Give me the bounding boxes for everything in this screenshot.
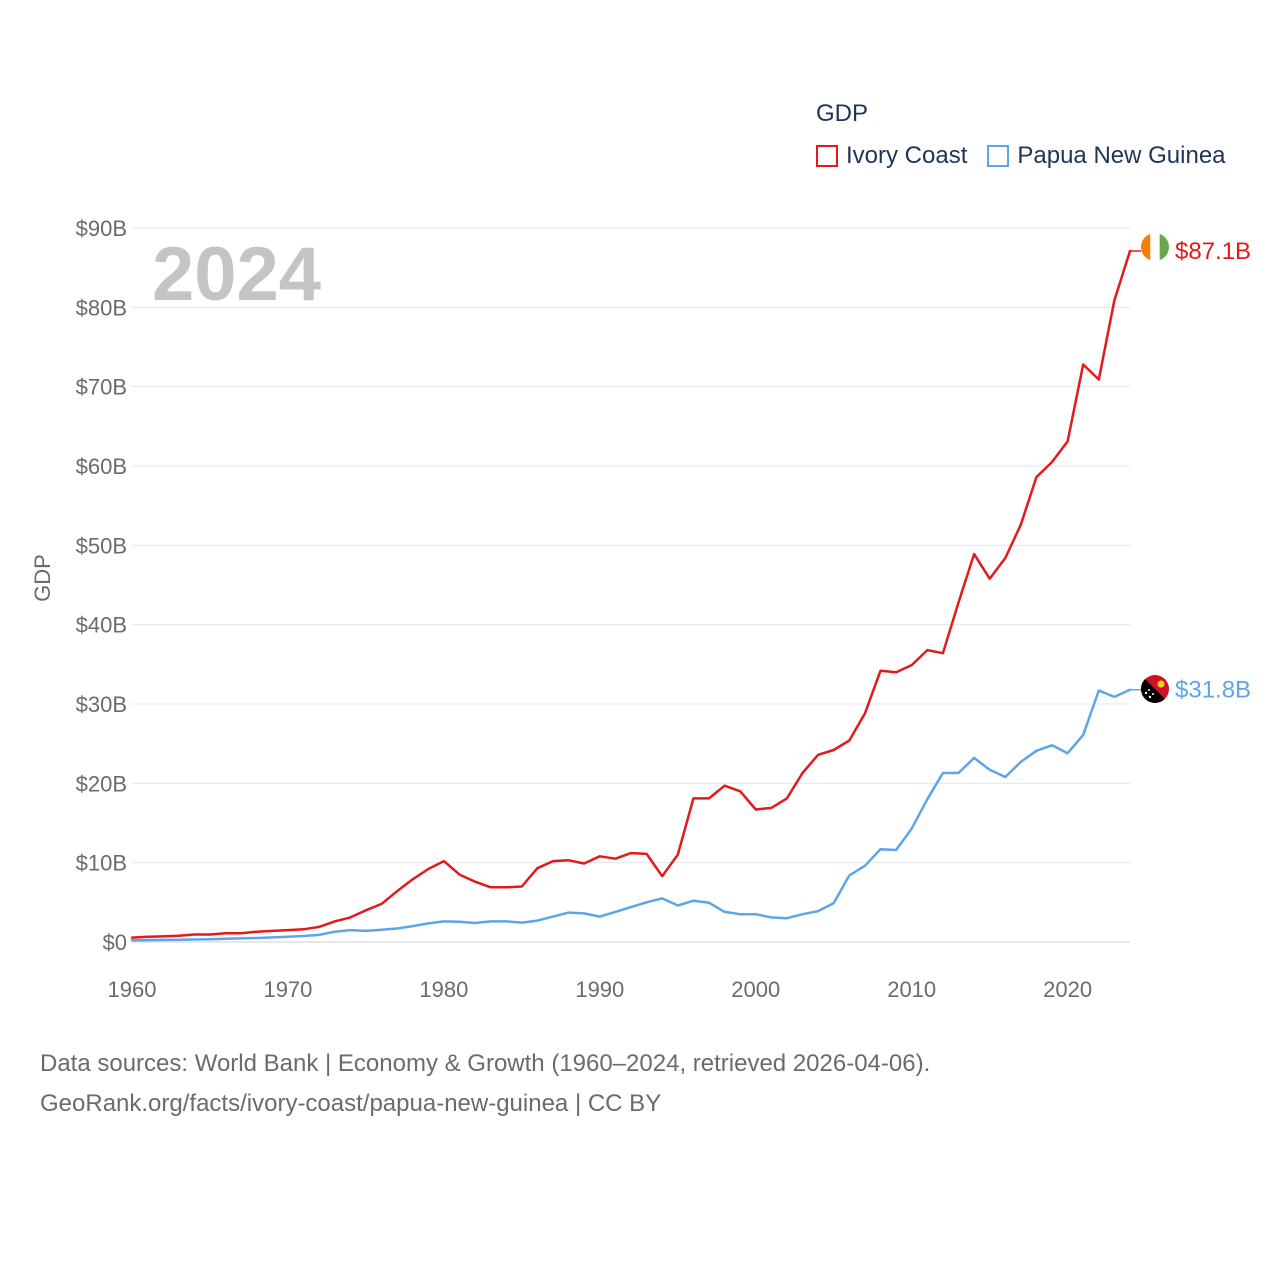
legend-label-ivory-coast: Ivory Coast <box>846 142 968 169</box>
series-lines: $87.1B $31.8B <box>130 238 1251 942</box>
end-value-label: $31.8B <box>1175 677 1251 704</box>
y-axis-label: GDP <box>30 554 55 602</box>
footer-attribution[interactable]: GeoRank.org/facts/ivory-coast/papua-new-… <box>40 1090 662 1117</box>
y-tick-label: $10B <box>76 851 127 876</box>
x-tick-label: 1990 <box>575 977 624 1002</box>
end-value-label: $87.1B <box>1175 238 1251 265</box>
y-tick-label: $80B <box>76 295 127 320</box>
y-tick-label: $0 <box>103 930 127 955</box>
footer: Data sources: World Bank | Economy & Gro… <box>40 1044 930 1124</box>
y-tick-label: $40B <box>76 613 127 638</box>
y-tick-label: $30B <box>76 692 127 717</box>
y-tick-label: $90B <box>76 216 127 241</box>
legend-swatch-papua-new-guinea <box>987 145 1010 167</box>
y-tick-label: $60B <box>76 454 127 479</box>
x-tick-label: 2000 <box>731 977 780 1002</box>
footer-sources: Data sources: World Bank | Economy & Gro… <box>40 1050 931 1077</box>
papua-new-guinea-flag <box>1141 675 1169 703</box>
y-tick-label: $70B <box>76 375 127 400</box>
legend-label-papua-new-guinea: Papua New Guinea <box>1017 142 1226 169</box>
x-tick-label: 1960 <box>108 977 157 1002</box>
series-line-ivory-coast[interactable] <box>130 249 1132 939</box>
y-tick-label: $20B <box>76 771 127 796</box>
legend: Ivory Coast Papua New Guinea <box>816 142 1246 170</box>
grid <box>132 227 1130 943</box>
series-line-papua-new-guinea[interactable] <box>130 688 1132 942</box>
legend-swatch-ivory-coast <box>816 145 838 167</box>
x-tick-label: 1980 <box>419 977 468 1002</box>
legend-item-papua-new-guinea[interactable]: Papua New Guinea <box>987 142 1226 170</box>
x-tick-label: 2010 <box>887 977 936 1002</box>
x-tick-label: 1970 <box>263 977 312 1002</box>
legend-item-ivory-coast[interactable]: Ivory Coast <box>816 142 967 170</box>
year-watermark: 2024 <box>152 232 321 317</box>
axes: $0 $10B $20B $30B $40B $50B $60B $70B $80B $90B 19… <box>76 216 1092 1002</box>
legend-title: GDP <box>816 100 869 127</box>
y-tick-label: $50B <box>76 533 127 558</box>
ivory-coast-flag <box>1141 233 1169 261</box>
x-tick-label: 2020 <box>1043 977 1092 1002</box>
